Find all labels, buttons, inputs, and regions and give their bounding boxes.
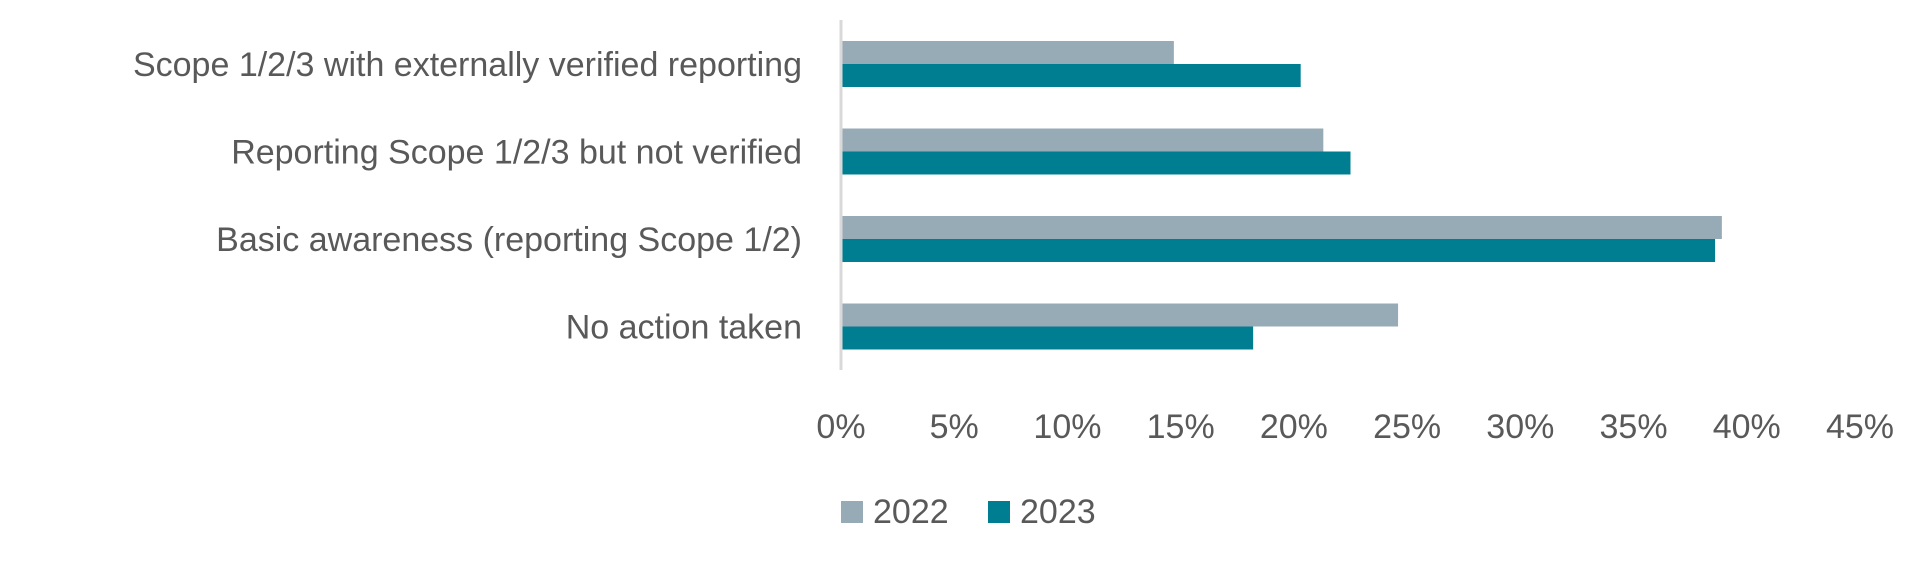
bar-2022-cat-1 bbox=[841, 128, 1324, 152]
category-label-3: No action taken bbox=[566, 309, 802, 347]
legend: 2022 2023 bbox=[841, 493, 1096, 531]
bar-2023-cat-0 bbox=[841, 64, 1301, 87]
category-label-1: Reporting Scope 1/2/3 but not verified bbox=[231, 134, 802, 172]
bar-2023-cat-1 bbox=[841, 151, 1351, 175]
legend-label-2023: 2023 bbox=[1020, 493, 1096, 531]
bars bbox=[841, 41, 1722, 350]
bar-2023-cat-3 bbox=[841, 326, 1254, 350]
x-tick-label-8: 40% bbox=[1713, 408, 1781, 446]
legend-swatch-2022 bbox=[841, 501, 863, 523]
bar-2022-cat-2 bbox=[841, 216, 1722, 239]
x-tick-label-2: 10% bbox=[1033, 408, 1101, 446]
x-tick-label-7: 35% bbox=[1600, 408, 1668, 446]
bar-2022-cat-3 bbox=[841, 303, 1399, 327]
x-tick-labels: 0% 5% 10% 15% 20% 25% 30% 35% 40% 45% bbox=[816, 408, 1894, 446]
category-label-0: Scope 1/2/3 with externally verified rep… bbox=[133, 46, 802, 84]
x-tick-label-1: 5% bbox=[930, 408, 979, 446]
category-label-2: Basic awareness (reporting Scope 1/2) bbox=[216, 221, 802, 259]
x-tick-label-4: 20% bbox=[1260, 408, 1328, 446]
x-tick-label-0: 0% bbox=[816, 408, 865, 446]
x-tick-label-3: 15% bbox=[1147, 408, 1215, 446]
x-tick-label-5: 25% bbox=[1373, 408, 1441, 446]
x-tick-label-6: 30% bbox=[1486, 408, 1554, 446]
x-tick-label-9: 45% bbox=[1826, 408, 1894, 446]
legend-label-2022: 2022 bbox=[873, 493, 949, 531]
bar-2022-cat-0 bbox=[841, 41, 1174, 64]
category-labels: Scope 1/2/3 with externally verified rep… bbox=[133, 46, 802, 347]
legend-swatch-2023 bbox=[988, 501, 1010, 523]
bar-2023-cat-2 bbox=[841, 239, 1716, 262]
